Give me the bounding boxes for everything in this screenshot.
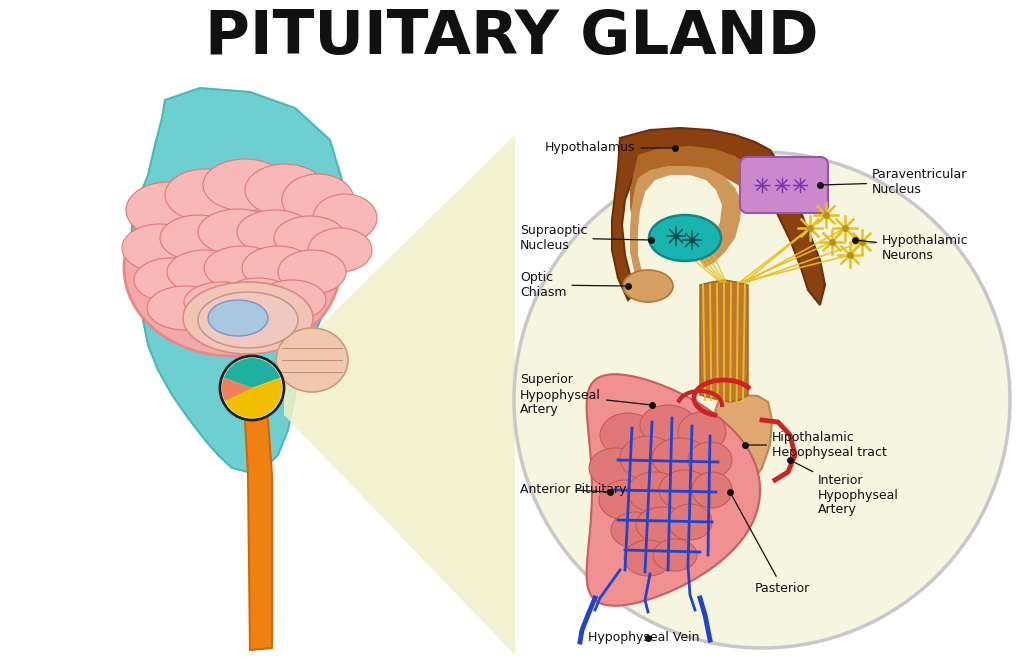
Ellipse shape	[653, 539, 697, 571]
Ellipse shape	[688, 442, 732, 478]
Ellipse shape	[126, 182, 210, 238]
Ellipse shape	[623, 270, 673, 302]
Ellipse shape	[640, 405, 696, 445]
Ellipse shape	[278, 250, 346, 294]
Polygon shape	[587, 374, 760, 605]
Polygon shape	[284, 135, 515, 655]
Ellipse shape	[600, 413, 656, 457]
Ellipse shape	[237, 210, 313, 254]
Polygon shape	[630, 146, 768, 220]
Wedge shape	[222, 378, 252, 401]
Ellipse shape	[124, 180, 340, 356]
Ellipse shape	[276, 328, 348, 392]
Ellipse shape	[160, 215, 236, 261]
Ellipse shape	[222, 278, 294, 318]
Text: Hypothalamus: Hypothalamus	[545, 142, 672, 155]
Ellipse shape	[198, 209, 278, 255]
Ellipse shape	[627, 472, 683, 512]
Ellipse shape	[122, 224, 198, 272]
Ellipse shape	[198, 292, 298, 348]
Text: Pasterior: Pasterior	[731, 495, 810, 595]
Circle shape	[220, 356, 284, 420]
Polygon shape	[712, 395, 772, 492]
Ellipse shape	[611, 512, 659, 548]
Ellipse shape	[274, 216, 346, 260]
Ellipse shape	[659, 470, 711, 510]
Ellipse shape	[624, 540, 672, 576]
Text: Hypophyseal Vein: Hypophyseal Vein	[588, 632, 699, 644]
Polygon shape	[238, 395, 272, 650]
Ellipse shape	[258, 280, 326, 320]
Ellipse shape	[313, 194, 377, 242]
Ellipse shape	[308, 228, 372, 272]
Ellipse shape	[636, 507, 688, 543]
Ellipse shape	[692, 472, 732, 508]
Ellipse shape	[167, 250, 243, 294]
Ellipse shape	[620, 436, 676, 480]
Ellipse shape	[165, 169, 245, 221]
Circle shape	[514, 152, 1010, 648]
Ellipse shape	[245, 164, 325, 216]
Ellipse shape	[242, 246, 314, 290]
Ellipse shape	[589, 448, 641, 488]
Ellipse shape	[678, 412, 726, 452]
Ellipse shape	[147, 286, 223, 330]
Ellipse shape	[204, 246, 280, 290]
Ellipse shape	[183, 282, 313, 354]
Ellipse shape	[134, 258, 206, 302]
Polygon shape	[612, 128, 825, 305]
Text: PITUITARY GLAND: PITUITARY GLAND	[205, 8, 819, 67]
Wedge shape	[224, 358, 281, 388]
Ellipse shape	[599, 480, 651, 520]
FancyBboxPatch shape	[740, 157, 828, 213]
Text: Anterior Pituitary: Anterior Pituitary	[520, 483, 627, 497]
Polygon shape	[700, 280, 748, 402]
Polygon shape	[130, 88, 345, 472]
Ellipse shape	[649, 215, 721, 261]
Text: Paraventricular
Nucleus: Paraventricular Nucleus	[822, 168, 968, 196]
Ellipse shape	[203, 159, 287, 211]
Text: Supraoptic
Nucleus: Supraoptic Nucleus	[520, 224, 648, 252]
Text: Optic
Chiasm: Optic Chiasm	[520, 271, 626, 299]
Wedge shape	[222, 378, 282, 418]
Text: Superior
Hypophyseal
Artery: Superior Hypophyseal Artery	[520, 374, 649, 417]
Ellipse shape	[668, 504, 712, 540]
Text: Hipothalamic
Hepophyseal tract: Hipothalamic Hepophyseal tract	[748, 431, 887, 459]
Ellipse shape	[282, 174, 354, 226]
Polygon shape	[630, 166, 742, 275]
Ellipse shape	[208, 300, 268, 336]
Ellipse shape	[652, 438, 708, 478]
Text: Hypothalamic
Neurons: Hypothalamic Neurons	[858, 234, 969, 262]
Text: Interior
Hypophyseal
Artery: Interior Hypophyseal Artery	[793, 461, 899, 517]
Ellipse shape	[184, 282, 260, 322]
